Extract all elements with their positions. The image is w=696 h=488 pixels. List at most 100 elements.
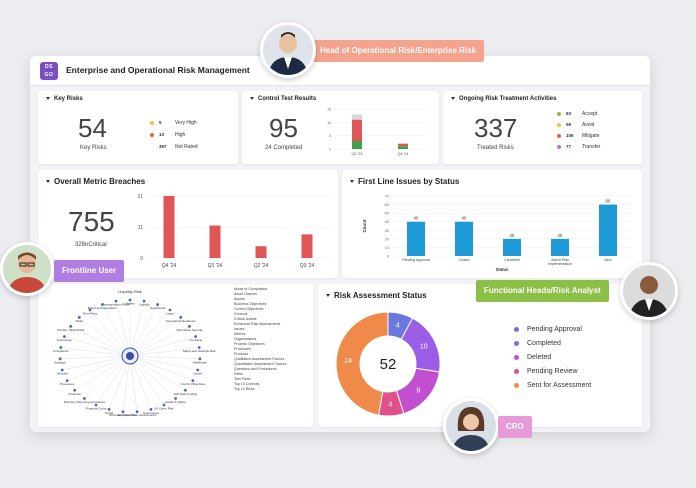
legend-dot xyxy=(557,144,561,149)
app-logo[interactable]: DS GO xyxy=(40,62,58,80)
x-tick-label: Q4 '24 xyxy=(162,263,177,269)
area-list-item[interactable]: Process Objectives xyxy=(234,342,265,346)
area-list-item[interactable]: Quantitative Assessment Factors xyxy=(234,362,287,366)
y-tick-label: 50 xyxy=(385,211,390,216)
legend-value: 93 xyxy=(566,111,572,116)
connector-line xyxy=(129,355,186,391)
connector-line xyxy=(74,355,131,391)
treatment-title[interactable]: Ongoing Risk Treatment Activities xyxy=(451,96,556,102)
area-list-item[interactable]: Critical Assets xyxy=(234,317,257,321)
connector-line xyxy=(129,326,190,357)
bar xyxy=(407,221,425,256)
slice-label: 24 xyxy=(344,358,352,365)
legend-label: Deleted xyxy=(527,354,552,361)
y-tick-label: 11 xyxy=(138,225,143,231)
node-dot xyxy=(69,324,72,328)
chevron-down-icon[interactable] xyxy=(46,180,50,184)
node-dot xyxy=(191,379,195,383)
first-line-issues-title[interactable]: First Line Issues by Status xyxy=(350,177,459,186)
connector-line xyxy=(89,309,131,357)
area-list-item[interactable]: Control Objectives xyxy=(234,307,264,311)
bar xyxy=(301,234,313,258)
connector-line xyxy=(129,355,193,381)
node-dot xyxy=(197,346,201,349)
node-label: Health & Safety xyxy=(165,400,186,404)
head-risk-tag: Head of Operational Risk/Enterprise Risk xyxy=(312,40,485,62)
key-risks-title[interactable]: Key Risks xyxy=(46,96,83,102)
frontline-user-tag: Frontline User xyxy=(54,260,125,282)
bar xyxy=(352,141,362,149)
connector-line xyxy=(129,301,145,357)
risk-assessment-title[interactable]: Risk Assessment Status xyxy=(326,291,427,300)
area-list-item[interactable]: Asset Classes xyxy=(234,292,257,296)
chevron-down-icon[interactable] xyxy=(46,96,50,100)
avatar xyxy=(443,398,499,454)
node-label: IS/ Cyber Risk xyxy=(154,406,174,410)
y-tick-label: 30 xyxy=(385,228,390,233)
legend-dot xyxy=(557,111,561,116)
chevron-down-icon[interactable] xyxy=(250,96,254,100)
donut-total: 52 xyxy=(380,356,397,373)
area-list-item[interactable]: Risks xyxy=(234,372,243,376)
node-label: Business Objectives xyxy=(109,413,137,417)
avatar xyxy=(260,22,316,78)
metric-breaches-title[interactable]: Overall Metric Breaches xyxy=(46,177,145,186)
dashboard-window: DS GO Enterprise and Operational Risk Ma… xyxy=(30,56,650,432)
areas-list: Areas of Compliance Asset Classes Assets Bu… xyxy=(234,287,287,392)
area-list-item[interactable]: Business Objectives xyxy=(234,302,267,306)
node-label: Healthcare xyxy=(193,360,208,364)
chevron-down-icon[interactable] xyxy=(326,294,330,298)
legend-dot xyxy=(150,132,154,137)
legend-dot xyxy=(514,340,519,346)
area-list-item[interactable]: Processes xyxy=(234,347,251,351)
y-tick-label: 0 xyxy=(140,256,143,262)
node-dot xyxy=(142,299,146,303)
metric-breaches-count: 755 xyxy=(68,206,115,237)
area-list-item[interactable]: Assets xyxy=(234,297,245,301)
legend-dot xyxy=(514,368,519,374)
area-list-item[interactable]: Controls xyxy=(234,312,248,316)
connector-line xyxy=(115,301,131,357)
area-list-item[interactable]: Top 10 Risks xyxy=(234,387,255,391)
chevron-down-icon[interactable] xyxy=(350,180,354,184)
area-list-item[interactable]: Qualitative Assessment Factors xyxy=(234,357,285,361)
control-tests-chart: 15 10 5 0 Q3 '24 Q4 '24 xyxy=(327,108,426,156)
node-label: Vehicles xyxy=(57,372,69,376)
bar xyxy=(398,143,408,147)
node-label: Financial Crime xyxy=(86,406,107,410)
node-dot xyxy=(168,308,172,312)
node-dot xyxy=(94,403,98,407)
control-tests-title[interactable]: Control Test Results xyxy=(250,96,316,102)
connector-line xyxy=(129,355,165,406)
legend-value: 5 xyxy=(159,120,162,125)
node-dot xyxy=(196,368,200,372)
node-dot xyxy=(77,316,81,319)
connector-line xyxy=(129,347,200,357)
legend-value: 13 xyxy=(159,132,165,137)
area-list-item[interactable]: Products xyxy=(234,352,249,356)
legend-item: Pending Review xyxy=(514,368,578,375)
node-label: Directory Reporting and Issues xyxy=(64,400,106,404)
connector-line xyxy=(129,336,196,357)
cro-tag: CRO xyxy=(498,416,532,438)
donut-slice xyxy=(336,311,389,416)
area-list-item[interactable]: Metrics xyxy=(234,332,246,336)
y-tick-label: 5 xyxy=(329,134,331,138)
slice-label: 4 xyxy=(396,323,400,330)
area-list-item[interactable]: Issues xyxy=(234,327,245,331)
connector-line xyxy=(129,355,152,410)
node-label: Contracts xyxy=(189,338,202,342)
area-list-item[interactable]: Enhanced Risk Assessments xyxy=(234,322,281,326)
control-tests-count: 95 xyxy=(269,113,298,143)
chevron-down-icon[interactable] xyxy=(451,96,455,100)
node-dot xyxy=(121,410,125,414)
area-list-item[interactable]: Top 10 Controls xyxy=(234,382,260,386)
area-list-item[interactable]: Organizations xyxy=(234,337,257,341)
area-list-item[interactable]: Test Plans xyxy=(234,377,251,381)
area-list-item[interactable]: Questions and Procedures xyxy=(234,367,277,371)
key-risks-label: Key Risks xyxy=(80,145,107,151)
slice-label: 9 xyxy=(416,388,420,395)
legend-item: 397 Not Rated xyxy=(150,144,198,150)
node-label: Compliance xyxy=(53,349,69,353)
area-list-item[interactable]: Areas of Compliance xyxy=(234,287,268,291)
